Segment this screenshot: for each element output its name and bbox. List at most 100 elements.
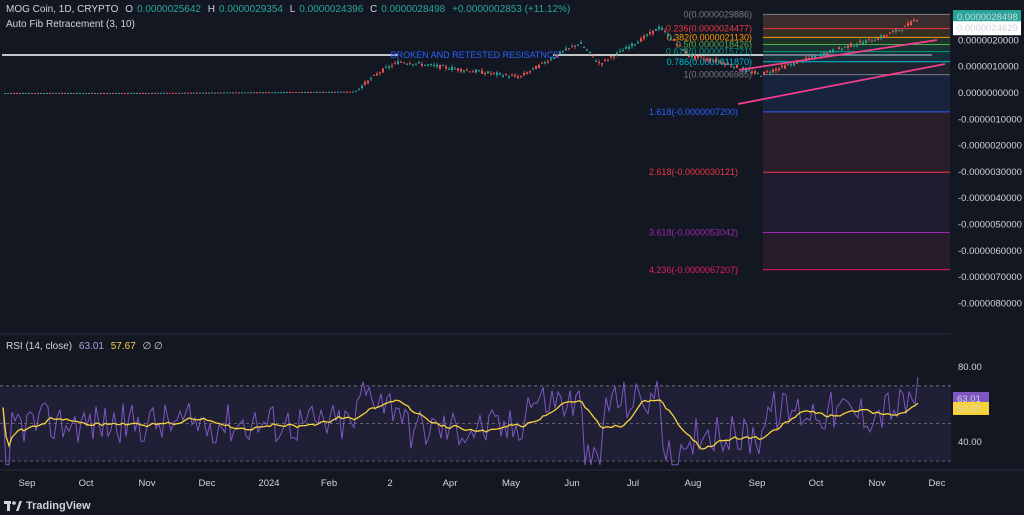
candle-body <box>595 60 597 62</box>
candle-body <box>352 91 354 93</box>
candle-body <box>655 28 657 31</box>
candle-body <box>43 93 45 95</box>
fib-zone <box>763 28 950 38</box>
candle-body <box>61 92 63 94</box>
candle-body <box>79 92 81 94</box>
candle-body <box>667 34 669 37</box>
time-axis[interactable]: Sep Oct Nov Dec 2024 Feb 2 Apr May Jun Jul Aug Sep Oc… <box>0 469 1024 489</box>
candle-body <box>130 92 132 94</box>
candle-body <box>883 35 885 37</box>
candle-body <box>610 56 612 58</box>
rsi-badge-value: 63.01 <box>957 394 981 405</box>
candle-body <box>52 92 54 94</box>
candle-body <box>805 57 807 59</box>
candle-body <box>346 91 348 93</box>
candle-body <box>169 92 171 94</box>
candle-body <box>625 46 627 49</box>
candle-body <box>640 38 642 42</box>
low-value: 0.0000024396 <box>299 4 364 15</box>
rsi-pane[interactable] <box>0 333 1024 466</box>
rsi-ma-badge[interactable] <box>953 401 989 415</box>
candle-body <box>847 45 849 48</box>
high-value: 0.0000029354 <box>218 4 283 15</box>
candle-body <box>211 92 213 94</box>
candle-body <box>367 80 369 84</box>
price-axis-label: 0.0000010000 <box>958 62 1019 73</box>
price-axis[interactable]: 0.00000400000.00000300000.00000200000.00… <box>951 0 1024 470</box>
candle-body <box>505 73 507 76</box>
candle-body <box>790 63 792 65</box>
candle-body <box>688 56 690 58</box>
candle-body <box>475 69 477 73</box>
candle-body <box>127 92 129 94</box>
candle-body <box>721 62 723 64</box>
candle-body <box>427 64 429 66</box>
time-axis-label: Sep <box>19 478 36 489</box>
fib-level-label: 0.236(0.0000024477) <box>666 24 752 34</box>
candle-body <box>466 70 468 72</box>
candle-body <box>136 92 138 94</box>
candle-body <box>859 41 861 43</box>
candle-body <box>139 93 141 95</box>
price-axis-label: -0.0000020000 <box>958 141 1022 152</box>
level-price-badge[interactable] <box>953 21 1021 36</box>
time-axis-label: Dec <box>199 478 216 489</box>
tradingview-logo[interactable]: TradingView <box>4 500 91 512</box>
candle-body <box>778 68 780 70</box>
price-axis-label: -0.0000060000 <box>958 246 1022 257</box>
candle-body <box>385 66 387 68</box>
candle-body <box>271 92 273 94</box>
fib-zone <box>763 111 950 173</box>
candle-body <box>916 20 918 22</box>
candle-body <box>328 91 330 93</box>
candle-body <box>724 63 726 66</box>
candle-body <box>337 91 339 93</box>
candle-body <box>175 92 177 94</box>
candle-body <box>751 71 753 74</box>
candle-body <box>382 68 384 73</box>
rsi-value-badge[interactable] <box>953 391 989 405</box>
candle-body <box>871 41 873 43</box>
candle-body <box>544 61 546 64</box>
candle-body <box>37 92 39 94</box>
fib-level-label: 3.618(-0.0000053042) <box>649 228 738 238</box>
price-axis-label: -0.0000040000 <box>958 193 1022 204</box>
candle-body <box>97 93 99 95</box>
candle-body <box>163 92 165 94</box>
symbol-name[interactable]: MOG Coin, 1D, CRYPTO <box>6 4 119 15</box>
candle-body <box>532 67 534 69</box>
candle-body <box>826 52 828 55</box>
candle-body <box>901 30 903 32</box>
candle-body <box>754 71 756 74</box>
candle-body <box>196 92 198 94</box>
candle-body <box>895 29 897 32</box>
time-axis-label: Aug <box>685 478 702 489</box>
candle-body <box>388 66 390 68</box>
candle-body <box>151 92 153 94</box>
candle-body <box>247 92 249 94</box>
indicator-label[interactable]: Auto Fib Retracement (3, 10) <box>6 19 135 30</box>
candle-body <box>637 42 639 44</box>
candle-body <box>649 31 651 35</box>
candle-body <box>106 93 108 95</box>
rsi-value: 63.01 <box>78 341 104 352</box>
candle-body <box>670 37 672 40</box>
rsi-header[interactable]: RSI (14, close) 63.01 57.67 ∅ ∅ <box>6 341 167 352</box>
candle-body <box>16 92 18 94</box>
candle-body <box>733 66 735 68</box>
trend-channel[interactable] <box>737 39 946 105</box>
candle-body <box>601 63 603 65</box>
channel-upper-line[interactable] <box>738 39 938 71</box>
candle-body <box>829 50 831 53</box>
candle-body <box>862 42 864 45</box>
candle-body <box>331 91 333 93</box>
candle-body <box>814 56 816 58</box>
candle-body <box>289 91 291 93</box>
candle-body <box>244 92 246 94</box>
candle-body <box>193 92 195 94</box>
candle-body <box>22 93 24 95</box>
channel-lower-line[interactable] <box>737 63 946 105</box>
candle-body <box>454 68 456 70</box>
candle-body <box>613 56 615 58</box>
